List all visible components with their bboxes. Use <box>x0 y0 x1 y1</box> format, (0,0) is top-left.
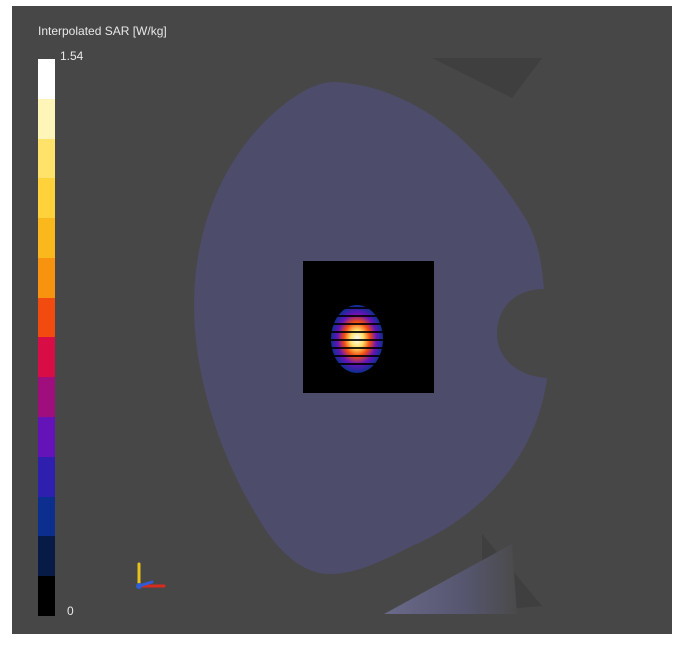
sar-scene <box>136 58 547 614</box>
legend-title: Interpolated SAR [W/kg] <box>38 24 167 38</box>
colorbar-segment <box>38 456 55 497</box>
colorbar-segment <box>38 496 55 537</box>
colorbar-segment <box>38 257 55 298</box>
colorbar-segment <box>38 417 55 457</box>
colorbar-segment <box>38 576 55 616</box>
colorbar-segment <box>38 178 55 219</box>
sar-colorbar <box>38 59 55 616</box>
background-wedge-top <box>432 58 542 98</box>
legend-max-label: 1.54 <box>60 49 84 63</box>
colorbar-segment <box>38 98 55 139</box>
sar-hotspot <box>327 305 390 373</box>
legend-min-label: 0 <box>67 604 74 618</box>
colorbar-segment <box>38 337 55 378</box>
colorbar-segment <box>38 59 55 99</box>
lower-gradient-wedge <box>384 544 517 614</box>
axis-triad-icon <box>136 562 166 589</box>
3d-viewport[interactable]: Interpolated SAR [W/kg] 1.54 0 <box>12 6 672 634</box>
colorbar-segment <box>38 297 55 338</box>
colorbar-segment <box>38 536 55 577</box>
colorbar-segment <box>38 377 55 418</box>
colorbar-segment <box>38 138 55 179</box>
colorbar-segment <box>38 218 55 258</box>
